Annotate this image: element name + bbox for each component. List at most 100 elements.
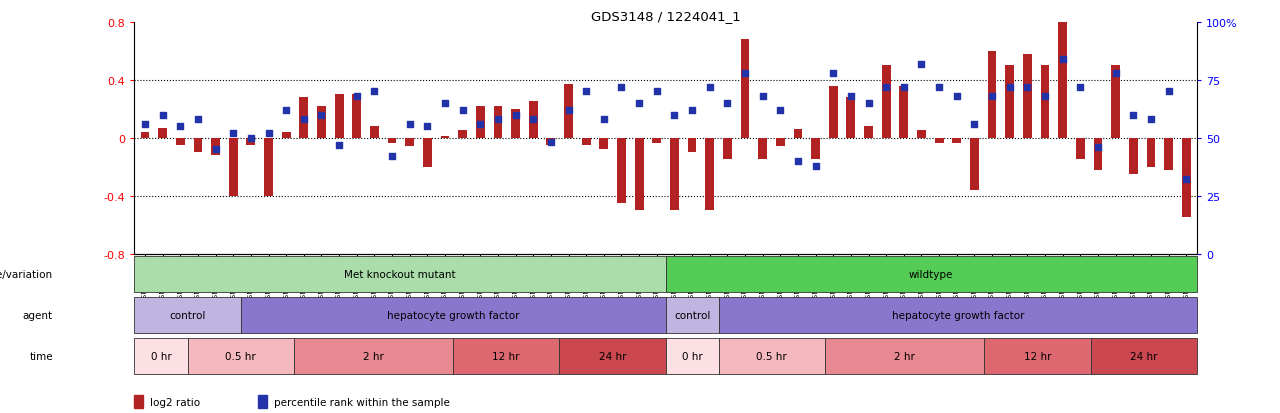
Point — [876, 84, 896, 91]
Bar — [494, 107, 502, 138]
Text: 12 hr: 12 hr — [493, 351, 520, 361]
Bar — [134, 395, 143, 408]
Bar — [175, 138, 184, 146]
FancyBboxPatch shape — [666, 298, 719, 333]
Bar — [247, 138, 255, 146]
Text: 2 hr: 2 hr — [895, 351, 915, 361]
Point — [293, 116, 314, 123]
Text: hepatocyte growth factor: hepatocyte growth factor — [387, 310, 520, 320]
FancyBboxPatch shape — [559, 339, 666, 374]
Point — [717, 100, 737, 107]
FancyBboxPatch shape — [134, 339, 188, 374]
Point — [1088, 144, 1108, 151]
Bar — [1147, 138, 1156, 167]
Bar — [916, 131, 925, 138]
Point — [859, 100, 879, 107]
Bar — [406, 138, 415, 147]
Point — [540, 140, 561, 146]
Bar — [705, 138, 714, 211]
Point — [223, 131, 243, 137]
Point — [1176, 177, 1197, 183]
Bar — [141, 133, 150, 138]
Bar — [846, 98, 855, 138]
Point — [329, 142, 349, 149]
Bar — [1023, 55, 1032, 138]
Text: 0.5 hr: 0.5 hr — [225, 351, 256, 361]
FancyBboxPatch shape — [984, 339, 1091, 374]
Text: agent: agent — [23, 310, 52, 320]
Point — [594, 116, 614, 123]
Text: control: control — [169, 310, 206, 320]
Bar — [1181, 138, 1190, 218]
Text: log2 ratio: log2 ratio — [150, 396, 201, 407]
Point — [1070, 84, 1091, 91]
Point — [452, 107, 472, 114]
Point — [982, 93, 1002, 100]
FancyBboxPatch shape — [826, 339, 984, 374]
Point — [612, 84, 632, 91]
Bar — [1164, 138, 1172, 170]
Point — [152, 112, 173, 119]
Bar — [282, 133, 291, 138]
Point — [841, 93, 861, 100]
Bar — [829, 86, 837, 138]
Point — [911, 61, 932, 68]
Point — [470, 121, 490, 128]
Point — [1000, 84, 1020, 91]
Point — [1018, 84, 1038, 91]
Point — [524, 116, 544, 123]
Bar — [352, 95, 361, 138]
FancyBboxPatch shape — [188, 339, 294, 374]
Text: genotype/variation: genotype/variation — [0, 269, 52, 280]
Bar — [264, 138, 273, 196]
Bar — [229, 138, 238, 196]
FancyBboxPatch shape — [1091, 339, 1197, 374]
Point — [929, 84, 950, 91]
Bar — [334, 95, 343, 138]
Bar — [864, 127, 873, 138]
Point — [506, 112, 526, 119]
Text: 24 hr: 24 hr — [1130, 351, 1157, 361]
Point — [946, 93, 966, 100]
Bar — [511, 109, 520, 138]
Bar — [211, 138, 220, 156]
Title: GDS3148 / 1224041_1: GDS3148 / 1224041_1 — [591, 10, 740, 23]
Bar — [776, 138, 785, 147]
Bar — [882, 66, 891, 138]
Point — [311, 112, 332, 119]
Point — [241, 135, 261, 142]
Point — [753, 93, 773, 100]
Bar — [317, 107, 326, 138]
FancyBboxPatch shape — [134, 257, 666, 292]
Point — [347, 93, 367, 100]
Point — [664, 112, 685, 119]
Point — [823, 70, 844, 77]
Point — [1123, 112, 1143, 119]
Bar — [259, 395, 268, 408]
Bar — [794, 130, 803, 138]
Text: 2 hr: 2 hr — [364, 351, 384, 361]
Point — [576, 89, 596, 95]
Point — [417, 123, 438, 130]
Point — [646, 89, 667, 95]
Bar — [988, 52, 997, 138]
Point — [787, 158, 808, 165]
Point — [276, 107, 297, 114]
Bar — [564, 85, 573, 138]
FancyBboxPatch shape — [241, 298, 666, 333]
FancyBboxPatch shape — [666, 339, 719, 374]
Point — [170, 123, 191, 130]
Bar — [422, 138, 431, 167]
Bar — [458, 131, 467, 138]
Text: 24 hr: 24 hr — [599, 351, 626, 361]
Bar — [547, 138, 556, 146]
Bar — [970, 138, 979, 190]
Point — [205, 147, 225, 153]
Point — [399, 121, 420, 128]
Bar — [723, 138, 732, 160]
Point — [1106, 70, 1126, 77]
FancyBboxPatch shape — [453, 339, 559, 374]
Bar — [582, 138, 590, 146]
FancyBboxPatch shape — [134, 298, 241, 333]
Point — [435, 100, 456, 107]
